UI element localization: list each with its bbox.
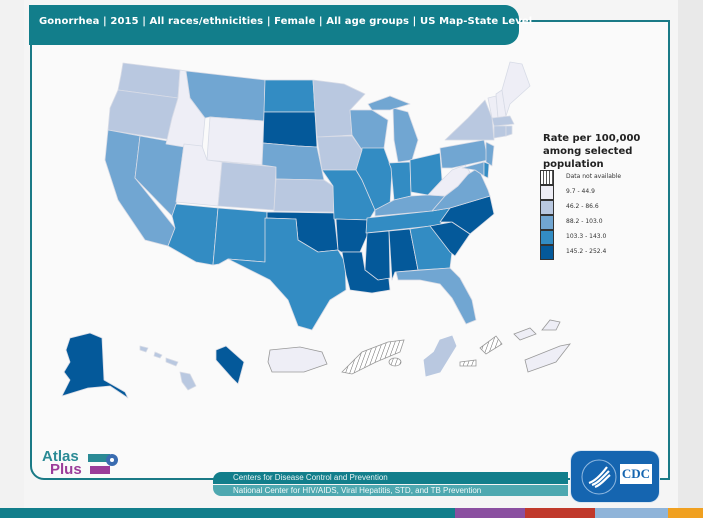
atlas-logo-text: Atlas	[42, 448, 79, 465]
territory-Guam[interactable]	[423, 335, 457, 377]
state-MA[interactable]	[491, 115, 515, 127]
state-WV[interactable]	[427, 164, 471, 197]
state-HI-islands2[interactable]	[153, 351, 163, 359]
legend-swatch-1	[540, 185, 554, 200]
page-title: Gonorrhea | 2015 | All races/ethnicities…	[39, 16, 533, 27]
title-bar: Gonorrhea | 2015 | All races/ethnicities…	[29, 5, 532, 45]
plus-logo-text: Plus	[50, 461, 82, 478]
territory-USVI-3[interactable]	[541, 319, 561, 331]
band-orange	[668, 508, 703, 518]
legend-swatch-3	[540, 215, 554, 230]
band-light-blue	[595, 508, 668, 518]
state-HI-islands3[interactable]	[165, 357, 179, 367]
territory-USVI-2[interactable]	[513, 327, 537, 341]
state-NJ[interactable]	[485, 141, 495, 167]
state-FL[interactable]	[395, 267, 477, 325]
state-CO[interactable]	[217, 161, 277, 211]
territory-PR[interactable]	[267, 346, 328, 373]
legend-label: 103.3 - 143.0	[566, 233, 607, 240]
territory-no-data-2[interactable]	[479, 335, 503, 355]
state-ND[interactable]	[263, 79, 316, 113]
band-purple	[455, 508, 525, 518]
legend-title: Rate per 100,000 among selected populati…	[543, 133, 641, 170]
state-AK[interactable]	[61, 332, 129, 399]
state-WY[interactable]	[206, 116, 265, 166]
band-teal	[0, 508, 455, 518]
cdc-logo[interactable]: CDC	[571, 451, 659, 502]
bottom-color-band	[0, 508, 703, 518]
state-NY[interactable]	[444, 99, 495, 141]
state-DE[interactable]	[483, 161, 490, 179]
territory-no-data-2b[interactable]	[459, 359, 477, 367]
state-ME[interactable]	[501, 61, 531, 117]
state-TX[interactable]	[227, 217, 347, 331]
cdc-line-1: Centers for Disease Control and Preventi…	[213, 472, 568, 484]
cdc-logo-text: CDC	[620, 464, 652, 484]
right-margin	[678, 0, 703, 508]
state-AZ[interactable]	[167, 203, 219, 266]
cdc-banner: Centers for Disease Control and Preventi…	[213, 472, 568, 496]
atlasplus-logo[interactable]: Atlas Plus	[40, 448, 120, 478]
state-HI-islands[interactable]	[139, 345, 149, 353]
state-GA[interactable]	[409, 225, 453, 271]
state-AR[interactable]	[335, 218, 370, 253]
state-MS[interactable]	[364, 230, 391, 281]
legend-label: 46.2 - 86.6	[566, 203, 599, 210]
legend-label: 9.7 - 44.9	[566, 188, 595, 195]
state-DC[interactable]	[215, 345, 245, 385]
legend-swatch-2	[540, 200, 554, 215]
state-KS[interactable]	[273, 178, 335, 213]
state-NM[interactable]	[212, 207, 268, 266]
territory-USVI[interactable]	[524, 343, 571, 373]
state-MI-upper[interactable]	[367, 95, 411, 111]
legend-swatch-4	[540, 230, 554, 245]
band-red	[525, 508, 595, 518]
legend-swatch-no-data	[540, 170, 554, 185]
state-PA[interactable]	[439, 139, 489, 169]
legend-label: 88.2 - 103.0	[566, 218, 603, 225]
legend-label: Data not available	[566, 173, 622, 180]
state-RI[interactable]	[505, 125, 513, 137]
state-IA[interactable]	[316, 135, 363, 171]
left-margin	[0, 0, 24, 508]
state-LA[interactable]	[341, 251, 391, 294]
state-MI[interactable]	[392, 107, 419, 163]
state-SD[interactable]	[262, 111, 318, 148]
territory-no-data-1b[interactable]	[388, 357, 402, 367]
state-HI[interactable]	[179, 371, 197, 391]
atlas-logo-graphic-icon	[88, 454, 118, 474]
state-CT[interactable]	[493, 125, 507, 139]
legend-swatch-5	[540, 245, 554, 260]
state-SC[interactable]	[429, 221, 471, 257]
state-OR[interactable]	[107, 89, 179, 141]
hhs-eagle-icon	[581, 459, 617, 495]
legend-label: 145.2 - 252.4	[566, 248, 607, 255]
territory-no-data-1[interactable]	[341, 339, 405, 375]
cdc-line-2: National Center for HIV/AIDS, Viral Hepa…	[213, 485, 568, 496]
state-IN[interactable]	[388, 161, 412, 201]
